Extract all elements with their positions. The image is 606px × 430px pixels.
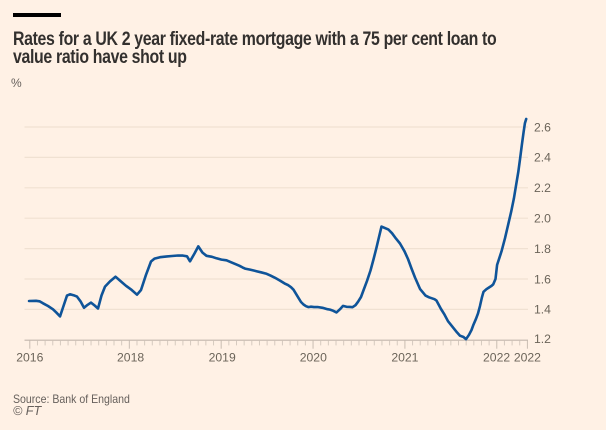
svg-text:2021: 2021	[391, 351, 418, 365]
svg-text:2.4: 2.4	[534, 151, 551, 165]
svg-text:1.4: 1.4	[534, 303, 551, 317]
svg-text:1.8: 1.8	[534, 242, 551, 256]
svg-text:2022: 2022	[483, 351, 510, 365]
svg-text:2.6: 2.6	[534, 120, 551, 134]
svg-text:2018: 2018	[117, 351, 144, 365]
svg-text:2.0: 2.0	[534, 212, 551, 226]
svg-text:2.2: 2.2	[534, 181, 551, 195]
svg-text:2022: 2022	[514, 351, 541, 365]
svg-text:1.2: 1.2	[534, 332, 551, 346]
svg-text:2019: 2019	[209, 351, 236, 365]
svg-text:1.6: 1.6	[534, 272, 551, 286]
svg-text:2020: 2020	[300, 351, 327, 365]
svg-text:2016: 2016	[16, 351, 43, 365]
